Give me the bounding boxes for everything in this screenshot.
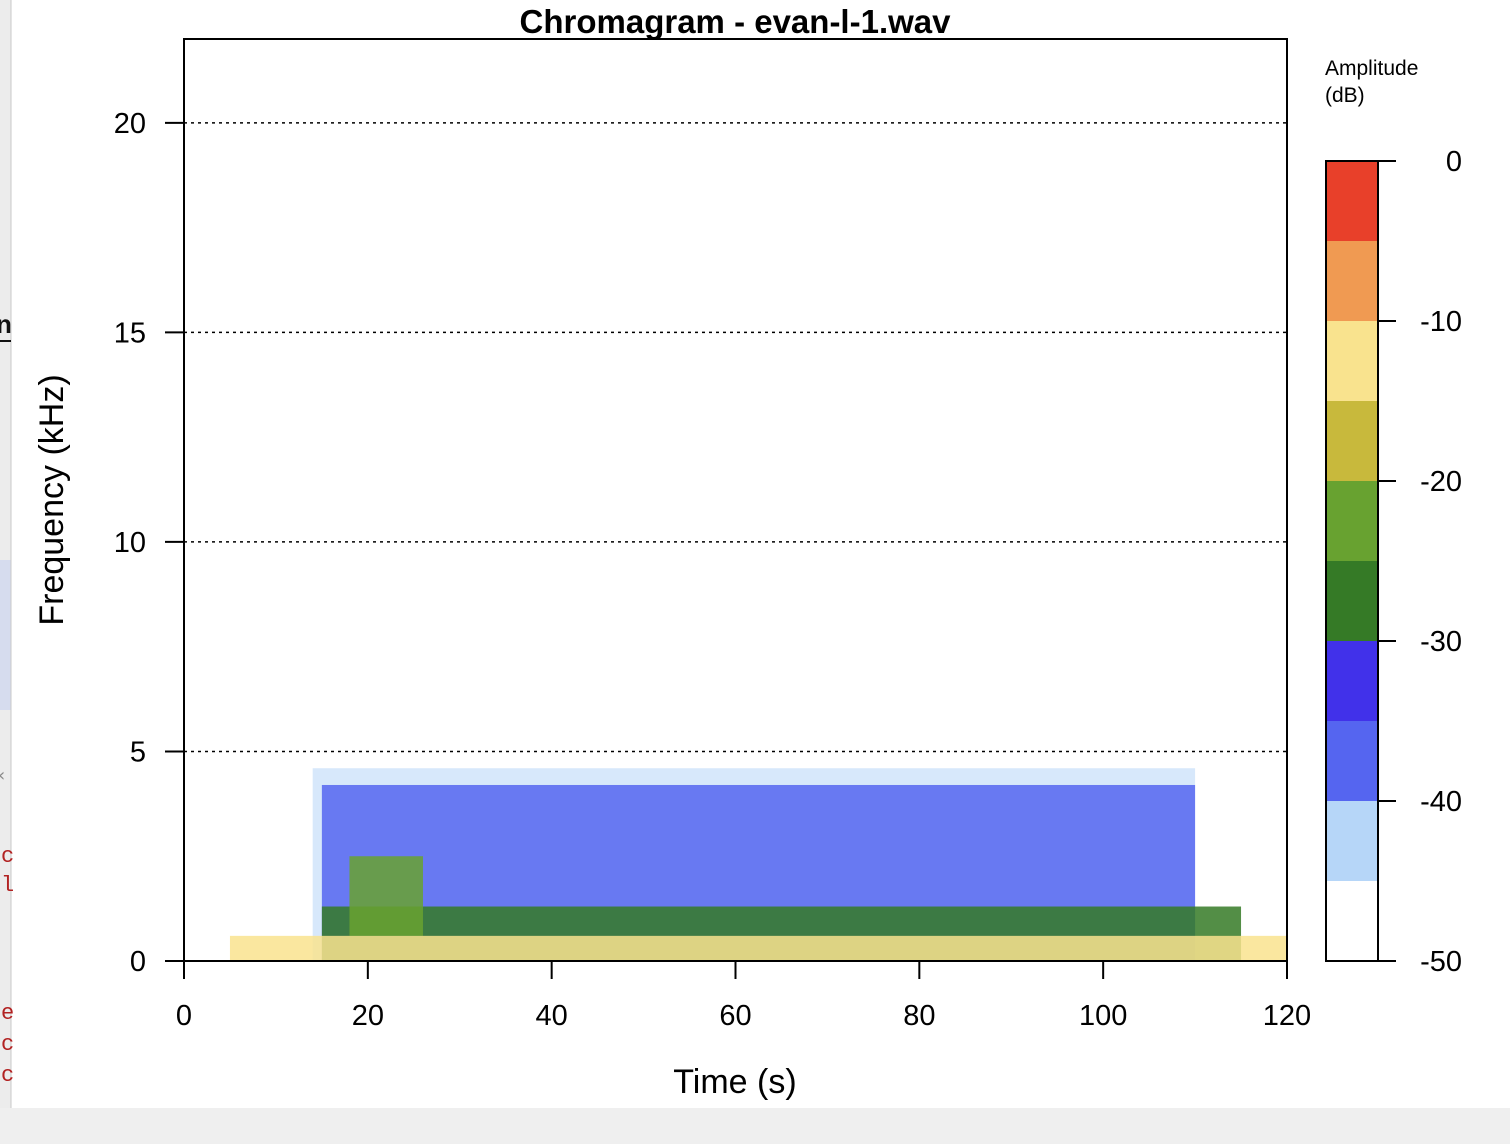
x-tick-label: 80 bbox=[903, 1000, 935, 1032]
legend-tick-label: -40 bbox=[1420, 786, 1462, 818]
legend-tick-label: -50 bbox=[1420, 946, 1462, 978]
y-axis: 0 5 10 15 20 bbox=[114, 108, 184, 978]
legend-color-bin bbox=[1326, 481, 1378, 561]
x-tick-label: 120 bbox=[1263, 1000, 1311, 1032]
heatmap-region bbox=[349, 856, 423, 936]
legend-color-bin bbox=[1326, 881, 1378, 961]
left-pane-letter: n bbox=[0, 309, 12, 339]
legend-color-bin bbox=[1326, 801, 1378, 881]
legend-tick-label: -30 bbox=[1420, 626, 1462, 658]
grid-lines bbox=[184, 122, 1287, 753]
y-tick-label: 15 bbox=[114, 317, 146, 349]
legend-tick-label: -20 bbox=[1420, 466, 1462, 498]
legend-title-line-1: Amplitude bbox=[1325, 57, 1418, 80]
legend-color-bin bbox=[1326, 641, 1378, 721]
x-tick-label: 100 bbox=[1079, 1000, 1127, 1032]
left-pane-code-char: l bbox=[1, 873, 14, 898]
legend-tick-label: 0 bbox=[1446, 146, 1462, 178]
legend-tick-label: -10 bbox=[1420, 306, 1462, 338]
x-tick-label: 0 bbox=[176, 1000, 192, 1032]
spectrogram-heatmap bbox=[229, 768, 1287, 961]
left-pane-code-char: c bbox=[1, 844, 14, 869]
heatmap-region bbox=[229, 935, 1287, 961]
legend-color-bin bbox=[1326, 241, 1378, 321]
left-pane-code-char: c bbox=[1, 1063, 14, 1088]
left-pane-chevron-icon[interactable]: ‹ bbox=[0, 765, 5, 786]
y-tick-label: 5 bbox=[130, 736, 146, 768]
color-legend: Amplitude (dB) 0 -10 -20 -30 -40 -50 bbox=[1325, 57, 1462, 978]
y-axis-label: Frequency (kHz) bbox=[33, 374, 71, 625]
x-axis-label: Time (s) bbox=[673, 1063, 796, 1101]
left-pane-code-char: c bbox=[1, 1032, 14, 1057]
x-tick-label: 40 bbox=[536, 1000, 568, 1032]
legend-color-bin bbox=[1326, 161, 1378, 241]
legend-color-bin bbox=[1326, 401, 1378, 481]
x-tick-label: 60 bbox=[719, 1000, 751, 1032]
left-pane-code-char: e bbox=[1, 1001, 14, 1026]
left-pane-thumbnail bbox=[0, 560, 11, 710]
x-axis: 0 20 40 60 80 100 120 bbox=[176, 960, 1311, 1032]
legend-color-bin bbox=[1326, 561, 1378, 641]
legend-color-bin bbox=[1326, 721, 1378, 801]
legend-color-bin bbox=[1326, 321, 1378, 401]
y-tick-label: 0 bbox=[130, 946, 146, 978]
y-tick-label: 20 bbox=[114, 108, 146, 140]
y-tick-label: 10 bbox=[114, 527, 146, 559]
bottom-status-bar bbox=[0, 1108, 1510, 1144]
chart-title: Chromagram - evan-l-1.wav bbox=[520, 3, 952, 40]
legend-title-line-2: (dB) bbox=[1325, 84, 1365, 107]
x-tick-label: 20 bbox=[352, 1000, 384, 1032]
